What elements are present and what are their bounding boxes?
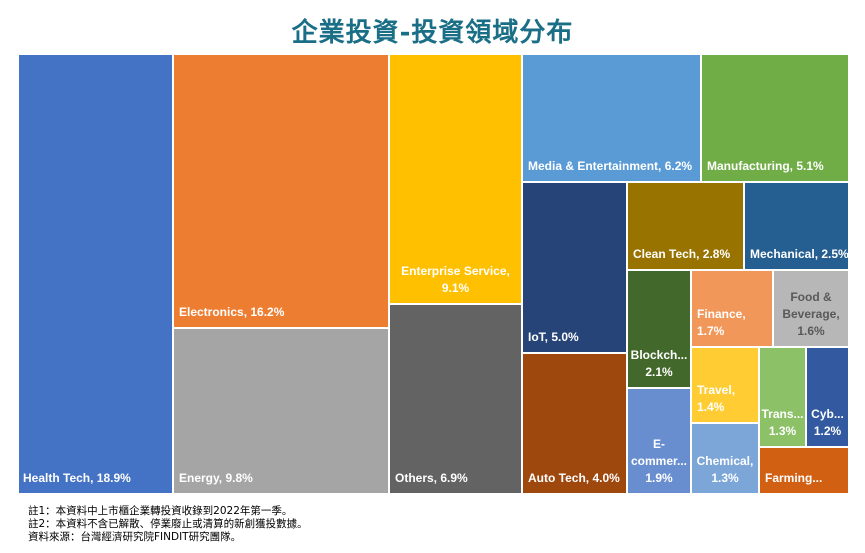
treemap-label: Farming...	[765, 471, 823, 485]
treemap-label: Media & Entertainment, 6.2%	[528, 159, 693, 173]
treemap-label: Enterprise Service, 9.1%	[401, 264, 510, 295]
treemap-cell-manufacturing: Manufacturing, 5.1%	[701, 54, 849, 182]
treemap-label: Electronics, 16.2%	[179, 305, 285, 319]
treemap-cell-electronics: Electronics, 16.2%	[173, 54, 389, 328]
treemap-cell-media-entertainment: Media & Entertainment, 6.2%	[522, 54, 701, 182]
treemap-cell-transportation: Trans... 1.3%	[759, 347, 806, 447]
treemap-cell-cybersecurity: Cyb... 1.2%	[806, 347, 849, 447]
treemap-label: Manufacturing, 5.1%	[707, 159, 824, 173]
treemap-label: E-commer... 1.9%	[630, 437, 688, 485]
treemap-label: Health Tech, 18.9%	[23, 471, 131, 485]
footnotes: 註1：本資料中上市櫃企業轉投資收錄到2022年第一季。 註2：本資料不含已解散、…	[28, 505, 308, 544]
treemap-label: Others, 6.9%	[395, 471, 468, 485]
treemap-cell-blockchain: Blockch... 2.1%	[627, 270, 691, 388]
treemap-cell-chemical: Chemical, 1.3%	[691, 423, 759, 494]
treemap-label: Travel, 1.4%	[697, 383, 736, 414]
treemap-cell-enterprise-service: Enterprise Service, 9.1%	[389, 54, 522, 304]
treemap-label: Cyb... 1.2%	[811, 407, 844, 438]
treemap-cell-energy: Energy, 9.8%	[173, 328, 389, 494]
treemap-label: Chemical, 1.3%	[696, 454, 754, 485]
treemap-label: Finance, 1.7%	[697, 307, 746, 338]
treemap-cell-mechanical: Mechanical, 2.5%	[744, 182, 849, 270]
treemap-cell-others: Others, 6.9%	[389, 304, 522, 494]
footnote-2: 註2：本資料不含已解散、停業廢止或清算的新創獲投數據。	[28, 518, 308, 530]
treemap-label: Mechanical, 2.5%	[750, 247, 849, 261]
treemap-cell-clean-tech: Clean Tech, 2.8%	[627, 182, 744, 270]
treemap-cell-farming: Farming...	[759, 447, 849, 494]
treemap-label: Blockch... 2.1%	[630, 348, 688, 379]
footnote-1: 註1：本資料中上市櫃企業轉投資收錄到2022年第一季。	[28, 505, 293, 517]
footnote-source: 資料來源：台灣經濟研究院FINDIT研究團隊。	[28, 531, 242, 543]
treemap-cell-finance: Finance, 1.7%	[691, 270, 773, 347]
treemap-cell-travel: Travel, 1.4%	[691, 347, 759, 423]
treemap-cell-health-tech: Health Tech, 18.9%	[18, 54, 173, 494]
treemap-cell-auto-tech: Auto Tech, 4.0%	[522, 353, 627, 494]
treemap-label: Clean Tech, 2.8%	[633, 247, 731, 261]
treemap-cell-e-commerce: E-commer... 1.9%	[627, 388, 691, 494]
page-title: 企業投資-投資領域分布	[291, 18, 574, 48]
treemap-label: Energy, 9.8%	[179, 471, 253, 485]
treemap-label: Trans... 1.3%	[761, 407, 804, 438]
treemap-cell-food-beverage: Food & Beverage, 1.6%	[773, 270, 849, 347]
treemap-label: Food & Beverage, 1.6%	[782, 290, 840, 338]
treemap-label: Auto Tech, 4.0%	[528, 471, 620, 485]
treemap-cell-iot: IoT, 5.0%	[522, 182, 627, 353]
treemap-label: IoT, 5.0%	[528, 330, 579, 344]
